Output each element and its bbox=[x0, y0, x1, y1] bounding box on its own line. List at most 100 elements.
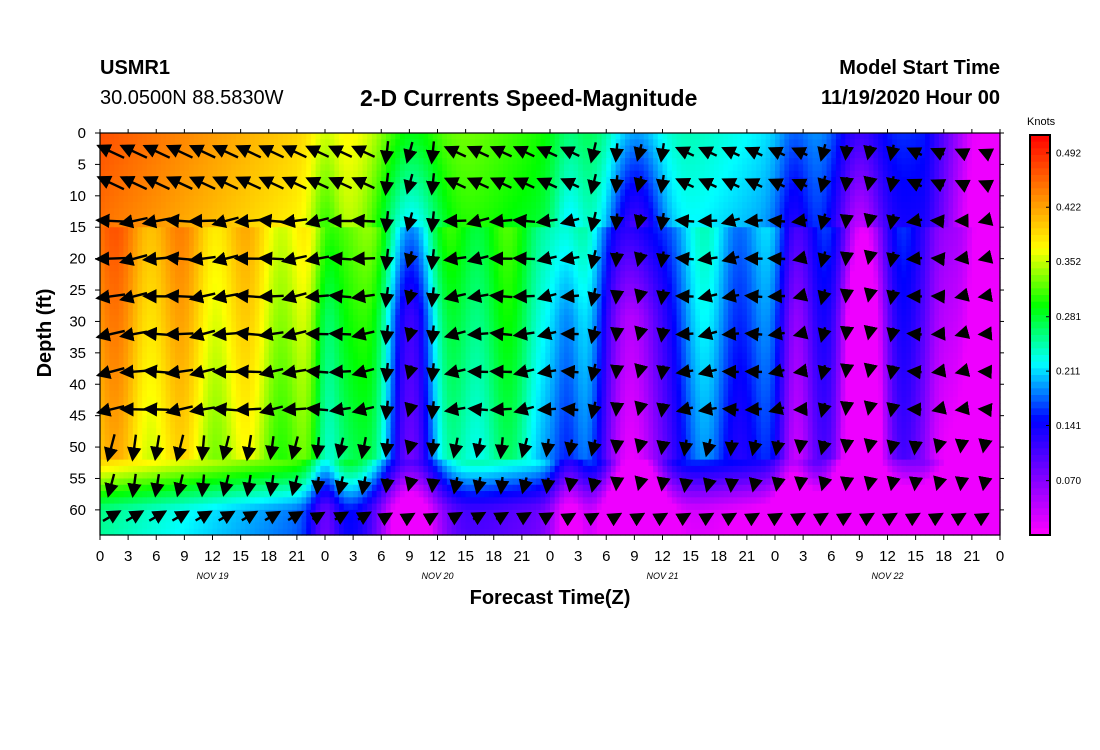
heat-cell bbox=[446, 359, 453, 367]
heat-cell bbox=[390, 170, 396, 178]
heat-cell bbox=[165, 302, 171, 310]
heat-cell bbox=[137, 484, 143, 492]
heat-cell bbox=[212, 484, 218, 492]
heat-cell bbox=[376, 384, 382, 392]
heat-cell bbox=[423, 151, 429, 159]
heat-cell bbox=[207, 421, 214, 429]
heat-cell bbox=[442, 315, 448, 323]
heat-cell bbox=[320, 315, 326, 323]
heat-cell bbox=[137, 302, 143, 310]
heat-cell bbox=[146, 409, 153, 417]
heat-cell bbox=[451, 396, 457, 404]
heat-cell bbox=[109, 202, 115, 209]
heat-cell bbox=[301, 133, 307, 140]
heat-cell bbox=[264, 352, 270, 360]
heat-cell bbox=[231, 522, 237, 530]
heat-cell bbox=[179, 246, 185, 253]
heat-cell bbox=[226, 390, 232, 398]
heat-cell bbox=[104, 465, 110, 473]
heat-cell bbox=[395, 377, 401, 385]
heat-cell bbox=[156, 189, 162, 197]
heat-cell bbox=[278, 503, 284, 511]
heat-cell bbox=[296, 453, 303, 461]
heat-cell bbox=[193, 195, 200, 203]
heat-cell bbox=[146, 334, 153, 341]
heat-cell bbox=[315, 271, 321, 279]
heat-cell bbox=[348, 447, 354, 454]
heat-cell bbox=[109, 472, 115, 480]
heat-cell bbox=[418, 390, 425, 398]
heat-cell bbox=[353, 509, 359, 517]
heat-cell bbox=[160, 315, 167, 323]
heat-cell bbox=[170, 227, 176, 235]
heat-cell bbox=[273, 522, 279, 530]
heat-cell bbox=[137, 220, 143, 228]
heat-cell bbox=[367, 220, 373, 228]
heat-cell bbox=[254, 340, 260, 348]
heat-cell bbox=[203, 491, 209, 498]
heat-cell bbox=[273, 465, 279, 473]
heat-cell bbox=[254, 453, 260, 461]
heat-cell bbox=[151, 195, 157, 203]
heat-cell bbox=[151, 497, 157, 505]
heat-cell bbox=[240, 296, 246, 304]
heat-cell bbox=[189, 459, 195, 467]
heat-cell bbox=[165, 170, 171, 178]
heat-cell bbox=[320, 340, 326, 348]
heat-cell bbox=[175, 208, 181, 216]
heat-cell bbox=[128, 183, 134, 191]
heat-cell bbox=[310, 346, 317, 354]
heat-cell bbox=[310, 434, 317, 442]
heat-cell bbox=[104, 352, 110, 360]
heat-cell bbox=[456, 377, 462, 385]
heat-cell bbox=[189, 340, 195, 348]
heat-cell bbox=[118, 478, 125, 486]
heat-cell bbox=[231, 202, 237, 209]
heat-cell bbox=[170, 459, 176, 467]
heat-cell bbox=[142, 264, 148, 272]
heat-cell bbox=[446, 478, 453, 486]
heat-cell bbox=[282, 271, 289, 279]
heat-cell bbox=[339, 214, 345, 222]
heat-cell bbox=[339, 208, 345, 216]
heat-cell bbox=[357, 308, 364, 316]
heat-cell bbox=[231, 478, 237, 486]
heat-cell bbox=[114, 346, 120, 354]
heat-cell bbox=[456, 302, 462, 310]
heat-cell bbox=[235, 271, 242, 279]
heat-cell bbox=[189, 428, 195, 436]
heat-cell bbox=[325, 453, 331, 461]
heat-cell bbox=[460, 472, 467, 480]
heat-cell bbox=[114, 472, 120, 480]
heat-cell bbox=[315, 189, 321, 197]
heat-cell bbox=[437, 522, 443, 530]
heat-cell bbox=[287, 202, 293, 209]
heat-cell bbox=[357, 377, 364, 385]
heat-cell bbox=[207, 302, 214, 310]
heat-cell bbox=[367, 447, 373, 454]
heat-cell bbox=[404, 415, 410, 423]
heat-cell bbox=[446, 491, 453, 498]
heat-cell bbox=[104, 359, 110, 367]
heat-cell bbox=[456, 359, 462, 367]
heat-cell bbox=[268, 139, 275, 147]
heat-cell bbox=[104, 428, 110, 436]
heat-cell bbox=[376, 396, 382, 404]
heat-cell bbox=[301, 415, 307, 423]
heat-cell bbox=[404, 277, 410, 285]
heat-cell bbox=[390, 133, 396, 140]
heat-cell bbox=[292, 271, 298, 279]
heat-cell bbox=[240, 459, 246, 467]
heat-cell bbox=[203, 195, 209, 203]
heat-cell bbox=[395, 396, 401, 404]
heat-cell bbox=[292, 503, 298, 511]
heat-cell bbox=[259, 434, 265, 442]
heat-cell bbox=[400, 352, 406, 360]
heat-cell bbox=[395, 158, 401, 166]
heat-cell bbox=[395, 522, 401, 530]
heat-cell bbox=[221, 415, 228, 423]
heat-cell bbox=[451, 390, 457, 398]
heat-cell bbox=[371, 139, 378, 147]
heat-cell bbox=[165, 321, 171, 329]
heat-cell bbox=[456, 264, 462, 272]
